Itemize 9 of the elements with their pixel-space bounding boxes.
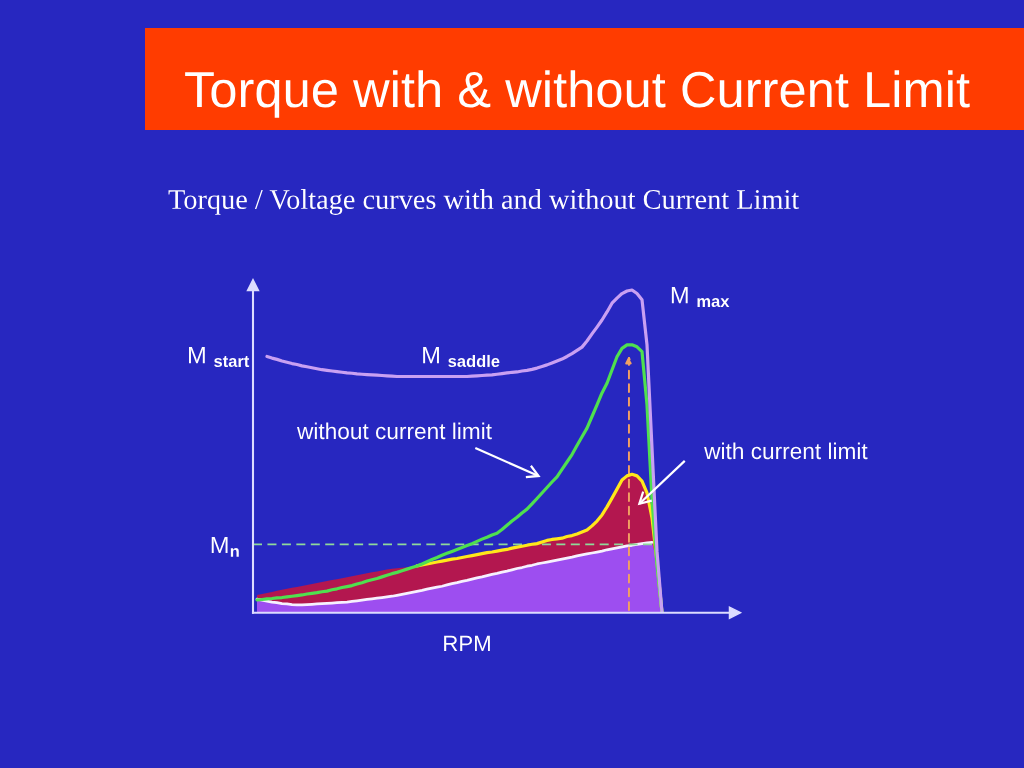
ref-line-label: M$_{n}$ [211, 536, 239, 557]
text: M $_{start}$ [189, 346, 250, 368]
annotation: without current limit [296, 422, 492, 440]
text: M $_{max}$ [671, 286, 730, 308]
x-axis-title: RPM [444, 635, 490, 652]
chart-title: Torque with & without Current Limit [185, 70, 970, 118]
annotation: M $_{saddle}$ [423, 346, 500, 368]
chart-subtitle: Torque / Voltage curves with and without Current Limit [168, 189, 800, 215]
text: with current limit [704, 442, 868, 460]
